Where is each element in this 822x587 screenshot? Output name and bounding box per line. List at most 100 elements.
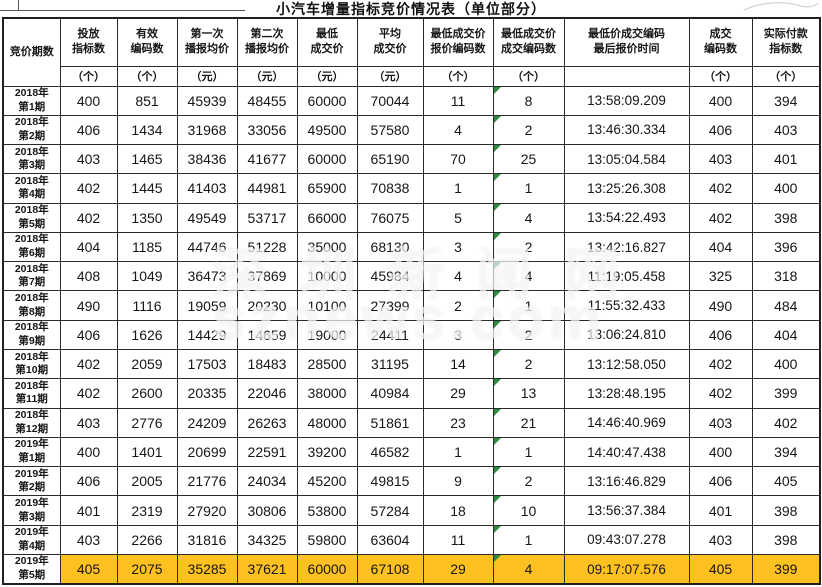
cell-value: 394 [751,436,821,468]
column-header-8: 最低成交价 报价编码数 [422,17,494,67]
column-header-7: 平均 成交价 [356,17,424,67]
cell-value: 406 [688,466,753,497]
header-label-row: 竞价期数 投放 指标数 有效 编码数 第一次 播报均价 第二次 播报均价 最低 成交价 平均… [2,17,821,87]
cell-value: 405 [751,466,821,497]
cell-value: 490 [688,290,753,321]
cell-value: 10 [492,495,565,526]
column-unit-7: （元） [356,65,424,87]
cell-value: 2 [492,349,565,380]
cell-value: 24034 [236,466,298,497]
cell-value: 402 [688,202,753,233]
cell-value: 19000 [296,319,358,351]
cell-value: 406 [59,466,118,497]
cell-value: 51228 [236,231,298,263]
cell-value: 403 [59,144,118,175]
cell-value: 27920 [176,495,238,526]
cell-value: 57580 [356,114,424,146]
cell-value: 406 [688,319,753,351]
cell-period: 2018年 第4期 [2,173,61,204]
error-indicator-triangle-icon [494,321,501,328]
column-unit-3: （个） [116,65,178,87]
cell-period: 2018年 第7期 [2,261,61,292]
cell-value: 4 [492,202,565,233]
excel-cell-fragment-line [0,10,245,11]
cell-value: 65190 [356,144,424,175]
cell-value: 51861 [356,407,424,438]
cell-last-quote-time: 13:25:26.308 [563,173,690,204]
table-row: 2018年 第1期 400 851 45939 48455 60000 70044 11 8 13… [2,85,821,116]
cell-value: 35285 [176,554,238,585]
column-unit-4: （元） [176,65,238,87]
cell-last-quote-time: 13:54:22.493 [563,202,690,233]
cell-value: 21776 [176,466,238,497]
cell-value: 36473 [176,261,238,292]
cell-value: 35000 [296,231,358,263]
column-unit-2: （个） [59,65,118,87]
cell-last-quote-time: 13:46:30.334 [563,114,690,146]
cell-value: 400 [751,173,821,204]
cell-value: 1 [492,173,565,204]
cell-value: 400 [688,436,753,468]
cell-period: 2018年 第1期 [2,85,61,116]
column-header-5: 第二次 播报均价 [236,17,298,67]
cell-period: 2018年 第11期 [2,378,61,409]
cell-period: 2019年 第3期 [2,495,61,526]
error-indicator-triangle-icon [494,409,501,416]
page-title: 小汽车增量指标竞价情况表（单位部分） [276,1,546,17]
table-row: 2018年 第8期 490 1116 19059 20230 10100 27399 2 1 11… [2,290,821,321]
cell-last-quote-time: 13:28:48.195 [563,378,690,409]
cell-last-quote-time: 13:12:58.050 [563,349,690,380]
error-indicator-triangle-icon [494,526,501,533]
table-row: 2018年 第7期 408 1049 36473 37869 10000 45984 4 4 11… [2,261,821,292]
column-unit-11: （个） [688,65,753,87]
cell-value: 20699 [176,436,238,468]
cell-value: 3 [422,231,494,263]
cell-value: 400 [59,85,118,116]
cell-value: 401 [59,495,118,526]
cell-value: 399 [751,378,821,409]
cell-period: 2018年 第6期 [2,231,61,263]
pen-scratch-artifact [743,2,819,11]
cell-value: 22046 [236,378,298,409]
cell-value: 18483 [236,349,298,380]
cell-value: 1434 [116,114,178,146]
cell-value: 403 [59,524,118,556]
cell-last-quote-time: 14:46:40.969 [563,407,690,438]
cell-value: 3 [422,319,494,351]
column-header-10: 最低价成交编码 最后报价时间 [563,17,690,67]
cell-value: 38000 [296,378,358,409]
cell-value: 13 [492,378,565,409]
cell-period: 2019年 第4期 [2,524,61,556]
cell-value: 41403 [176,173,238,204]
cell-value: 325 [688,261,753,292]
cell-value: 60000 [296,85,358,116]
cell-value: 490 [59,290,118,321]
cell-value: 20335 [176,378,238,409]
cell-value: 398 [751,202,821,233]
cell-value: 68130 [356,231,424,263]
table-row: 2018年 第6期 404 1185 44746 51228 35000 68130 3 2 13… [2,231,821,263]
cell-value: 1116 [116,290,178,321]
column-unit-8: （个） [422,65,494,87]
auction-table: 竞价期数 投放 指标数 有效 编码数 第一次 播报均价 第二次 播报均价 最低 成交价 平均… [2,17,821,585]
cell-value: 26263 [236,407,298,438]
cell-value: 63604 [356,524,424,556]
cell-value: 44981 [236,173,298,204]
cell-value: 10100 [296,290,358,321]
cell-value: 70 [422,144,494,175]
cell-value: 851 [116,85,178,116]
cell-period: 2018年 第3期 [2,144,61,175]
cell-value: 28500 [296,349,358,380]
cell-value: 403 [688,144,753,175]
cell-value: 60000 [296,554,358,585]
cell-value: 402 [688,349,753,380]
error-indicator-triangle-icon [494,204,501,211]
cell-value: 402 [59,202,118,233]
table-row: 2018年 第11期 402 2600 20335 22046 38000 40984 29 1… [2,378,821,409]
cell-value: 400 [751,349,821,380]
cell-value: 22591 [236,436,298,468]
cell-last-quote-time: 14:40:47.438 [563,436,690,468]
cell-value: 45939 [176,85,238,116]
cell-value: 402 [688,378,753,409]
